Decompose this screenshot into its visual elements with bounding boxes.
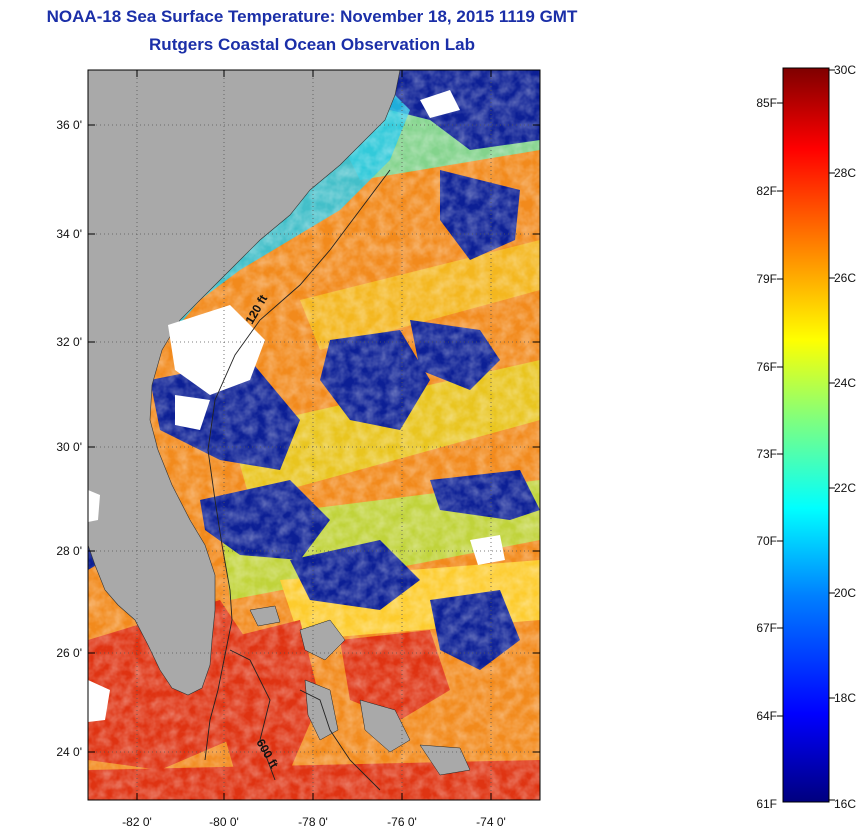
colorbar-f-73: 73F [756, 447, 777, 461]
colorbar-c-24: 24C [834, 376, 856, 390]
lat-label-36: 36 0' [56, 118, 82, 132]
colorbar-gradient [782, 67, 830, 803]
lon-label-82: -82 0' [122, 815, 152, 829]
bathymetry-contours [204, 169, 391, 791]
sst-plot-area: 120 ft 600 ft [88, 70, 540, 800]
colorbar-c-26: 26C [834, 271, 856, 285]
colorbar-c-20: 20C [834, 586, 856, 600]
graticule-lines [88, 70, 540, 800]
colorbar-f-76: 76F [756, 360, 777, 374]
lat-label-32: 32 0' [56, 335, 82, 349]
colorbar-c-22: 22C [834, 481, 856, 495]
colorbar-ticks [777, 69, 835, 801]
plot-frame [87, 69, 541, 801]
colorbar-f-70: 70F [756, 534, 777, 548]
land-bahamas [249, 605, 471, 776]
land-mass-southeast-us [88, 70, 401, 696]
cloud-mask-patches [88, 90, 505, 722]
latitude-labels: 36 0' 34 0' 32 0' 30 0' 28 0' 26 0' 24 0… [56, 118, 82, 759]
axis-tick-marks [88, 70, 540, 800]
colorbar-c-28: 28C [834, 166, 856, 180]
colorbar-f-82: 82F [756, 184, 777, 198]
lat-label-30: 30 0' [56, 440, 82, 454]
lat-label-24: 24 0' [56, 745, 82, 759]
lon-label-78: -78 0' [298, 815, 328, 829]
map-subtitle: Rutgers Coastal Ocean Observation Lab [149, 35, 475, 54]
colorbar-f-64: 64F [756, 709, 777, 723]
map-title: NOAA-18 Sea Surface Temperature: Novembe… [46, 7, 578, 26]
lon-label-76: -76 0' [387, 815, 417, 829]
lat-label-26: 26 0' [56, 646, 82, 660]
lon-label-80: -80 0' [209, 815, 239, 829]
colorbar-c-30: 30C [834, 63, 856, 77]
colorbar-f-61: 61F [756, 797, 777, 811]
colorbar-f-85: 85F [756, 96, 777, 110]
lat-label-28: 28 0' [56, 544, 82, 558]
colorbar-c-16: 16C [834, 797, 856, 811]
longitude-labels: -82 0' -80 0' -78 0' -76 0' -74 0' [122, 815, 506, 829]
lon-label-74: -74 0' [476, 815, 506, 829]
colorbar-f-67: 67F [756, 621, 777, 635]
colorbar-f-79: 79F [756, 272, 777, 286]
lat-label-34: 34 0' [56, 227, 82, 241]
colorbar-c-18: 18C [834, 691, 856, 705]
temperature-colorbar: 30C 28C 26C 24C 22C 20C 18C 16C 85F 82F … [756, 63, 856, 811]
